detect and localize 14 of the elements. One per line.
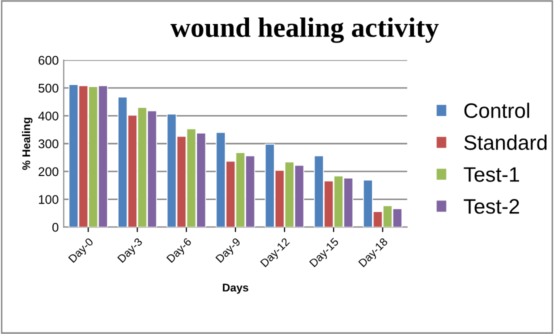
y-tick-label: 400: [38, 112, 58, 120]
y-tick-label: 100: [38, 195, 58, 204]
y-tick-label: 0: [52, 222, 58, 232]
chart-title: wound healing activity: [170, 17, 439, 43]
y-tick-label: 500: [38, 84, 58, 93]
y-tick-label: 600: [38, 56, 58, 65]
legend-label: Standard: [464, 134, 547, 150]
y-axis-title: % Healing: [22, 118, 32, 170]
legend-label: Control: [464, 102, 530, 118]
legend-label: Test-2: [464, 199, 520, 214]
y-tick-label: 200: [38, 167, 58, 176]
y-tick-label: 300: [38, 139, 58, 148]
x-axis-title: Days: [222, 284, 248, 294]
legend-label: Test-1: [464, 167, 520, 182]
